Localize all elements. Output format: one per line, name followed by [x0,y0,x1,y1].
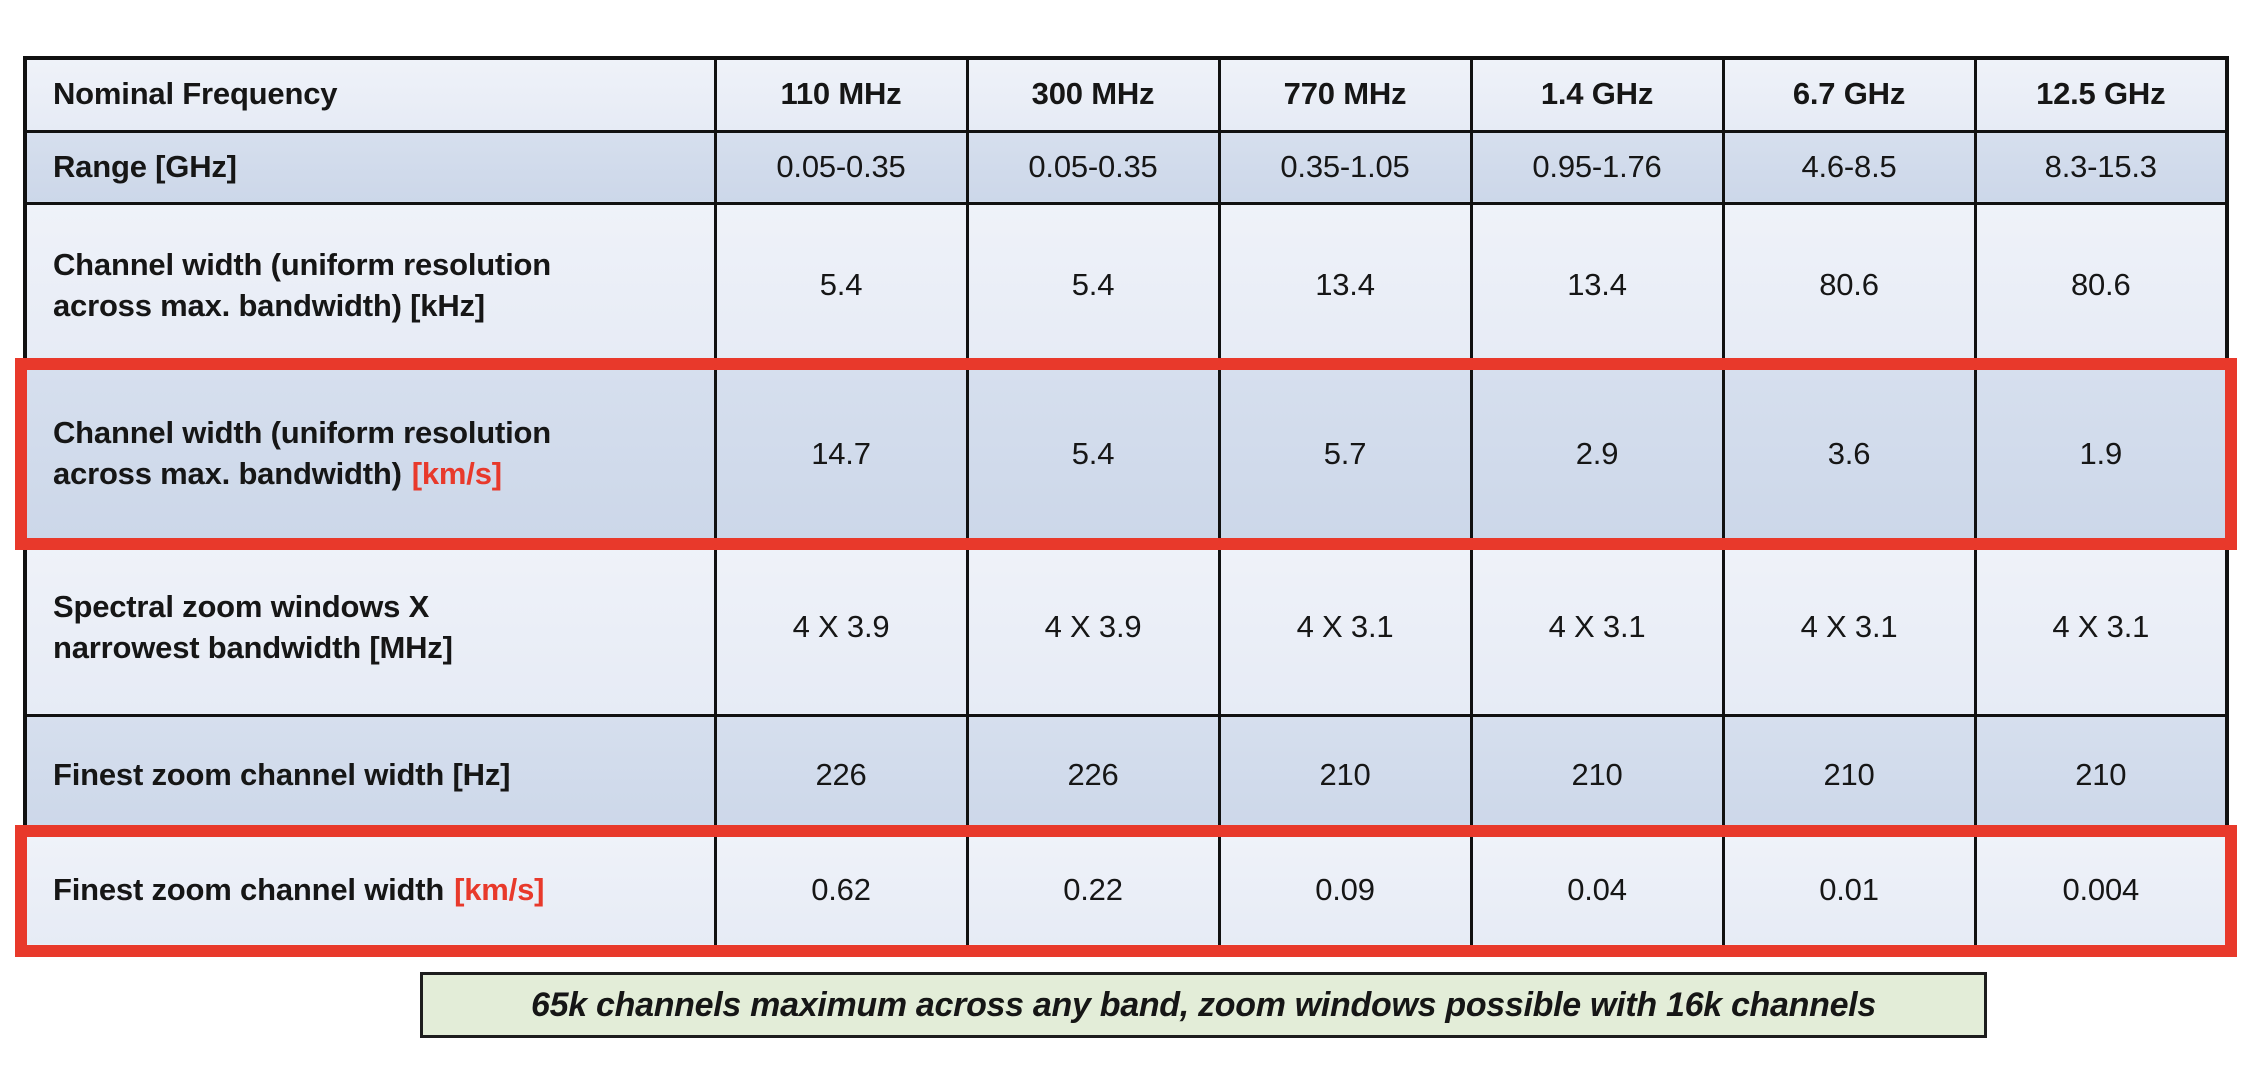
table-row-channel-width-kms-highlighted: Channel width (uniform resolution across… [15,358,2237,550]
data-cell: 13.4 [1469,201,1725,370]
caption-box: 65k channels maximum across any band, zo… [420,972,1987,1038]
caption-text: 65k channels maximum across any band, zo… [531,985,1876,1024]
data-cell: 8.3-15.3 [1973,129,2229,205]
table-row-range: Range [GHz] 0.05-0.35 0.05-0.35 0.35-1.0… [23,129,2229,205]
row-label-unit-red: [km/s] [411,456,502,491]
row-header-nominal-frequency: Nominal Frequency [23,56,717,133]
column-header-6-7ghz: 6.7 GHz [1721,56,1977,133]
data-cell: 210 [1973,713,2229,837]
row-label: Range [GHz] [53,148,237,184]
row-header-channel-width-kms: Channel width (uniform resolution across… [23,366,717,542]
data-cell: 13.4 [1217,201,1473,370]
data-cell: 3.6 [1721,366,1977,542]
data-cell: 4 X 3.1 [1217,538,1473,717]
row-header-finest-zoom-kms: Finest zoom channel width [km/s] [23,833,717,949]
data-cell: 226 [713,713,969,837]
data-cell: 5.7 [1217,366,1473,542]
data-cell: 14.7 [713,366,969,542]
data-cell: 2.9 [1469,366,1725,542]
data-cell: 0.35-1.05 [1217,129,1473,205]
row-label: Finest zoom channel width [53,872,445,908]
data-cell: 5.4 [965,201,1221,370]
table-row-spectral-zoom-windows: Spectral zoom windows X narrowest bandwi… [23,538,2229,717]
data-cell: 0.05-0.35 [965,129,1221,205]
column-header-300mhz: 300 MHz [965,56,1221,133]
row-label: Spectral zoom windows X narrowest bandwi… [53,588,453,665]
data-cell: 210 [1721,713,1977,837]
data-cell: 5.4 [713,201,969,370]
table-row-nominal-frequency: Nominal Frequency 110 MHz 300 MHz 770 MH… [23,56,2229,133]
data-cell: 0.004 [1973,833,2229,949]
data-cell: 210 [1217,713,1473,837]
data-cell: 0.04 [1469,833,1725,949]
table-row-finest-zoom-hz: Finest zoom channel width [Hz] 226 226 2… [23,713,2229,837]
data-cell: 5.4 [965,366,1221,542]
data-cell: 80.6 [1721,201,1977,370]
data-cell: 210 [1469,713,1725,837]
column-header-110mhz: 110 MHz [713,56,969,133]
data-cell: 80.6 [1973,201,2229,370]
row-header-channel-width-khz: Channel width (uniform resolution across… [23,201,717,370]
data-cell: 0.09 [1217,833,1473,949]
row-label: Nominal Frequency [53,76,338,112]
column-header-770mhz: 770 MHz [1217,56,1473,133]
data-cell: 0.05-0.35 [713,129,969,205]
spectral-configuration-table: Nominal Frequency 110 MHz 300 MHz 770 MH… [15,56,2237,957]
data-cell: 4.6-8.5 [1721,129,1977,205]
data-cell: 4 X 3.9 [713,538,969,717]
table-row-channel-width-khz: Channel width (uniform resolution across… [23,201,2229,370]
row-label: Finest zoom channel width [Hz] [53,756,511,792]
data-cell: 1.9 [1973,366,2229,542]
data-cell: 0.22 [965,833,1221,949]
data-cell: 0.95-1.76 [1469,129,1725,205]
column-header-12-5ghz: 12.5 GHz [1973,56,2229,133]
table-row-finest-zoom-kms-highlighted: Finest zoom channel width [km/s] 0.62 0.2… [15,825,2237,957]
data-cell: 4 X 3.1 [1721,538,1977,717]
data-cell: 4 X 3.9 [965,538,1221,717]
row-header-spectral-zoom-windows: Spectral zoom windows X narrowest bandwi… [23,538,717,717]
row-label: Channel width (uniform resolution across… [53,415,551,491]
data-cell: 0.62 [713,833,969,949]
row-label: Channel width (uniform resolution across… [53,246,551,323]
column-header-1-4ghz: 1.4 GHz [1469,56,1725,133]
data-cell: 4 X 3.1 [1973,538,2229,717]
row-header-range: Range [GHz] [23,129,717,205]
row-label-unit-red: [km/s] [454,872,545,908]
data-cell: 226 [965,713,1221,837]
data-cell: 0.01 [1721,833,1977,949]
data-cell: 4 X 3.1 [1469,538,1725,717]
row-header-finest-zoom-hz: Finest zoom channel width [Hz] [23,713,717,837]
